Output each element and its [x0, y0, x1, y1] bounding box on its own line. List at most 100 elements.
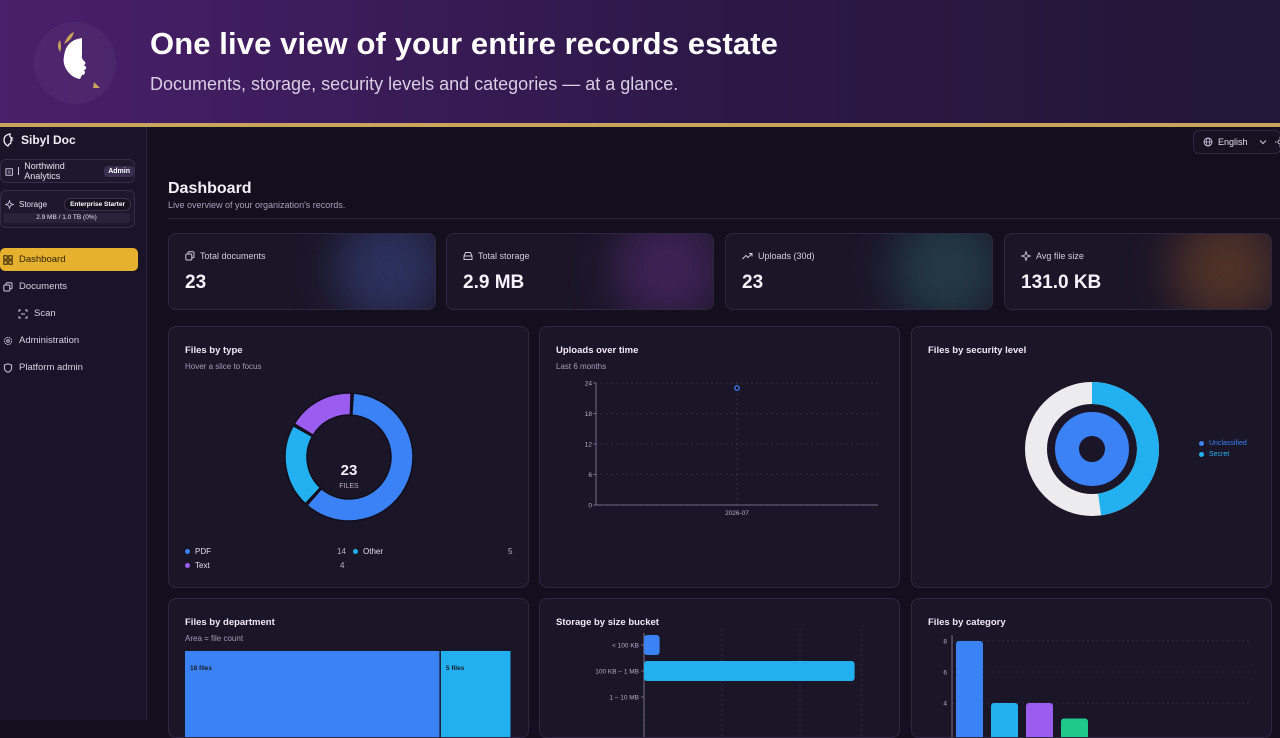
stat-glow: [892, 233, 993, 310]
legend-item[interactable]: PDF: [185, 547, 211, 556]
sidebar-item-dashboard[interactable]: Dashboard: [0, 248, 138, 271]
sidebar-item-documents[interactable]: Documents: [0, 275, 138, 298]
legend-label: Secret: [1209, 451, 1229, 458]
legend-label: Other: [363, 547, 383, 556]
building-icon: [5, 167, 13, 176]
donut-slice-text: [294, 393, 351, 435]
y-tick-label: 100 KB – 1 MB: [595, 669, 639, 676]
org-name: Northwind Analytics: [24, 161, 97, 181]
bar[interactable]: [1026, 703, 1053, 738]
stat-label: Uploads (30d): [758, 251, 815, 261]
bar[interactable]: [644, 661, 855, 681]
bar[interactable]: [991, 703, 1018, 738]
department-treemap[interactable]: 18 files 5 files: [169, 649, 529, 738]
org-switcher[interactable]: Northwind Analytics Admin: [0, 159, 135, 183]
sibyl-logo-icon: [2, 133, 15, 147]
donut-slice-other: [285, 426, 320, 504]
language-select[interactable]: English: [1193, 130, 1280, 154]
y-tick-label: 8: [943, 639, 947, 646]
y-tick-label: 4: [943, 701, 947, 708]
sidebar-item-scan[interactable]: Scan: [0, 302, 138, 325]
sidebar-item-label: Administration: [19, 335, 79, 346]
page-title: Dashboard: [168, 180, 252, 198]
bar[interactable]: [956, 641, 983, 738]
data-point[interactable]: [735, 386, 739, 390]
face-profile-icon: [34, 22, 116, 104]
sidebar-item-platform-admin[interactable]: Platform admin: [0, 356, 138, 379]
security-slice-unclassified[interactable]: [1067, 424, 1117, 474]
legend-item[interactable]: Text: [185, 561, 210, 570]
language-value: English: [1218, 137, 1248, 147]
storage-progress-bar: 2.9 MB / 1.0 TB (0%): [3, 213, 130, 223]
files-by-type-chart[interactable]: 23 FILES: [169, 377, 529, 557]
documents-icon: [185, 251, 195, 261]
donut-center-label: FILES: [339, 483, 359, 490]
bar[interactable]: [1061, 719, 1088, 738]
legend-item[interactable]: Unclassified: [1199, 440, 1247, 447]
stat-value: 23: [185, 272, 206, 294]
category-bar-chart[interactable]: 468: [912, 629, 1272, 738]
storage-widget: Storage Enterprise Starter 2.9 MB / 1.0 …: [0, 190, 135, 228]
grid-icon: [3, 255, 13, 265]
card-subtitle: Hover a slice to focus: [185, 362, 261, 371]
stat-value: 23: [742, 272, 763, 294]
stat-label: Avg file size: [1036, 251, 1084, 261]
storage-usage-text: 2.9 MB / 1.0 TB (0%): [36, 214, 97, 221]
card-files-by-department: Files by department Area = file count 18…: [168, 598, 529, 738]
y-tick-label: 12: [585, 442, 593, 449]
stat-card-total-storage: Total storage 2.9 MB: [446, 233, 714, 310]
legend-swatch: [185, 549, 190, 554]
y-tick-label: 0: [588, 503, 592, 510]
card-title: Uploads over time: [556, 345, 638, 356]
stat-card-total-documents: Total documents 23: [168, 233, 436, 310]
sidebar-item-administration[interactable]: Administration: [0, 329, 138, 352]
card-title: Files by category: [928, 617, 1006, 628]
card-title: Storage by size bucket: [556, 617, 659, 628]
banner-title: One live view of your entire records est…: [150, 26, 778, 62]
banner-subtitle: Documents, storage, security levels and …: [150, 74, 678, 95]
y-tick-label: 18: [585, 411, 593, 418]
org-separator: [18, 167, 19, 175]
brand-logo: [34, 22, 116, 104]
app-brand[interactable]: Sibyl Doc: [2, 133, 76, 147]
legend-label: Unclassified: [1209, 440, 1247, 447]
legend-swatch: [1199, 452, 1204, 457]
main-content: English Dashboard Live overview of your …: [147, 127, 1280, 720]
trend-up-icon: [742, 251, 753, 261]
card-files-by-type: Files by type Hover a slice to focus 23 …: [168, 326, 529, 588]
sidebar-item-label: Scan: [34, 308, 56, 319]
chevron-down-icon: [1259, 139, 1267, 145]
gear-icon: [3, 336, 13, 346]
stat-label: Total storage: [478, 251, 530, 261]
legend-item[interactable]: Other: [353, 547, 383, 556]
legend-count: 14: [337, 547, 346, 556]
sidebar-nav: Dashboard Documents Scan Administration: [0, 248, 138, 383]
scan-icon: [18, 309, 28, 319]
x-tick-label: 2026-07: [725, 510, 749, 517]
role-badge: Admin: [104, 166, 134, 177]
legend-swatch: [185, 563, 190, 568]
treemap-tile[interactable]: [185, 651, 439, 738]
stat-label: Total documents: [200, 251, 266, 261]
stat-glow: [335, 233, 436, 310]
bar[interactable]: [644, 635, 660, 655]
stat-glow: [1171, 233, 1272, 310]
y-tick-label: 24: [585, 381, 593, 388]
sidebar-item-label: Dashboard: [19, 254, 65, 265]
stat-value: 2.9 MB: [463, 272, 524, 294]
sun-icon[interactable]: [1275, 137, 1280, 147]
legend-count: 4: [340, 561, 344, 570]
brand-name: Sibyl Doc: [21, 133, 76, 147]
header-divider: [168, 218, 1280, 219]
sparkle-icon: [5, 200, 14, 209]
sidebar-item-label: Documents: [19, 281, 67, 292]
legend-label: PDF: [195, 547, 211, 556]
treemap-label: 5 files: [446, 665, 465, 672]
treemap-label: 18 files: [190, 665, 212, 672]
legend-item[interactable]: Secret: [1199, 451, 1229, 458]
stat-card-avg-file-size: Avg file size 131.0 KB: [1004, 233, 1272, 310]
